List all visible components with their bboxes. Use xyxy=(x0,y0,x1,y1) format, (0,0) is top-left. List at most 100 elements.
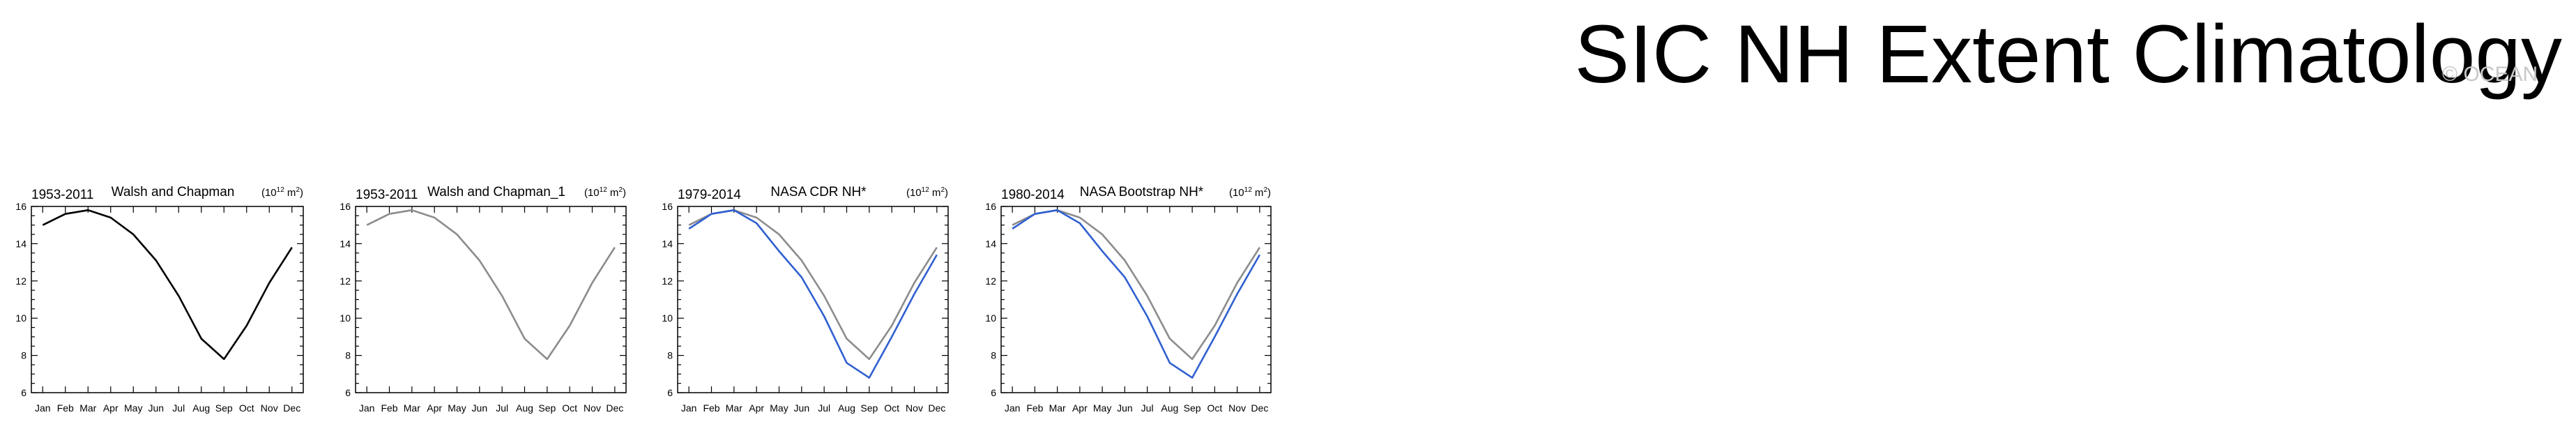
x-tick-label: Jun xyxy=(794,402,810,414)
x-tick-label: Aug xyxy=(838,402,855,414)
y-tick-label: 8 xyxy=(667,350,673,361)
x-tick-label: Aug xyxy=(1161,402,1178,414)
y-tick-label: 6 xyxy=(991,387,996,398)
y-tick-label: 6 xyxy=(345,387,351,398)
series-line-primary xyxy=(42,209,293,361)
y-tick-label: 10 xyxy=(662,312,673,324)
chart-panel-2: 6 8 10 12 14 16 Jan Feb Mar Apr May Jun Jul Aug Sep Oct… xyxy=(340,185,627,414)
x-tick-label: Apr xyxy=(749,402,764,414)
x-tick-label: May xyxy=(448,402,466,414)
x-tick-label: Mar xyxy=(726,402,742,414)
x-tick-label: Jan xyxy=(681,402,697,414)
units-tail: m xyxy=(929,187,941,199)
x-tick-label: Jan xyxy=(1005,402,1021,414)
x-tick-label: Oct xyxy=(1207,402,1222,414)
x-tick-label: Dec xyxy=(283,402,300,414)
y-tick-label: 10 xyxy=(985,312,996,324)
x-tick-label: May xyxy=(1093,402,1111,414)
y-tick-label: 12 xyxy=(340,275,351,287)
x-tick-label: Sep xyxy=(1184,402,1201,414)
x-tick-label: Jan xyxy=(359,402,375,414)
y-tick-label: 12 xyxy=(985,275,996,287)
x-tick-label: Sep xyxy=(215,402,233,414)
plot-frame xyxy=(31,206,304,393)
y-tick-label: 14 xyxy=(340,238,351,249)
series-line-reference xyxy=(366,209,616,361)
y-tick-label: 10 xyxy=(340,312,351,324)
units-tail: m xyxy=(607,187,619,199)
x-tick-label: Mar xyxy=(404,402,420,414)
panel-title: NASA Bootstrap NH* xyxy=(1080,185,1204,199)
y-tick-label: 14 xyxy=(985,238,996,249)
x-tick-label: Feb xyxy=(57,402,74,414)
series-line-reference xyxy=(1012,209,1260,361)
units-close: ) xyxy=(300,187,303,199)
y-tick-label: 8 xyxy=(991,350,996,361)
series-line-reference xyxy=(688,209,938,361)
x-tick-label: May xyxy=(770,402,788,414)
x-tick-label: Apr xyxy=(1072,402,1088,414)
y-tick-label: 12 xyxy=(15,275,26,287)
units-exp: 12 xyxy=(1244,186,1253,194)
x-tick-label: Mar xyxy=(79,402,96,414)
units-exp: 12 xyxy=(277,186,285,194)
y-tick-label: 16 xyxy=(15,201,26,212)
panel-units: (1012 m2) xyxy=(584,186,626,199)
x-tick-label: Oct xyxy=(562,402,577,414)
panel-units: (1012 m2) xyxy=(906,186,948,199)
y-tick-label: 14 xyxy=(662,238,673,249)
units-close: ) xyxy=(1267,187,1271,199)
x-tick-label: Apr xyxy=(427,402,442,414)
chart-panel-4: 6 8 10 12 14 16 Jan Feb Mar Apr May Jun Jul Aug Sep Oct… xyxy=(985,185,1272,414)
watermark: © OCEAN xyxy=(2442,63,2538,86)
x-tick-label: Jun xyxy=(148,402,164,414)
y-tick-label: 12 xyxy=(662,275,673,287)
units-sq: 2 xyxy=(618,186,623,194)
x-tick-label: Dec xyxy=(1251,402,1268,414)
page-title: SIC NH Extent Climatology xyxy=(1574,8,2562,100)
panel-period: 1953-2011 xyxy=(31,188,93,202)
x-tick-label: Jul xyxy=(496,402,508,414)
panel-title: Walsh and Chapman_1 xyxy=(427,185,565,199)
x-tick-label: Oct xyxy=(884,402,899,414)
x-tick-label: Nov xyxy=(261,402,278,414)
x-tick-label: Jun xyxy=(1117,402,1133,414)
y-tick-label: 6 xyxy=(667,387,673,398)
x-tick-label: Nov xyxy=(1228,402,1246,414)
x-tick-label: Feb xyxy=(703,402,719,414)
x-tick-label: Aug xyxy=(516,402,533,414)
x-tick-label: Jul xyxy=(818,402,830,414)
series-line-observed xyxy=(1012,209,1261,379)
x-tick-label: May xyxy=(124,402,142,414)
x-tick-label: Jul xyxy=(1141,402,1154,414)
y-tick-label: 14 xyxy=(15,238,26,249)
plot-frame xyxy=(355,206,627,393)
panel-units: (1012 m2) xyxy=(1229,186,1271,199)
x-tick-label: Jun xyxy=(472,402,488,414)
x-tick-label: Nov xyxy=(584,402,601,414)
units-base: (10 xyxy=(584,187,600,199)
panel-title: Walsh and Chapman xyxy=(112,185,235,199)
units-base: (10 xyxy=(1229,187,1244,199)
y-tick-label: 10 xyxy=(15,312,26,324)
units-tail: m xyxy=(284,187,296,199)
x-tick-label: Feb xyxy=(1026,402,1043,414)
x-tick-label: Mar xyxy=(1049,402,1066,414)
units-base: (10 xyxy=(261,187,277,199)
y-tick-label: 8 xyxy=(21,350,26,361)
units-tail: m xyxy=(1252,187,1264,199)
x-tick-label: Dec xyxy=(928,402,945,414)
x-tick-label: Sep xyxy=(538,402,556,414)
panel-period: 1953-2011 xyxy=(356,188,418,202)
units-exp: 12 xyxy=(922,186,930,194)
x-tick-label: Apr xyxy=(103,402,119,414)
x-tick-label: Oct xyxy=(239,402,254,414)
series-line-observed xyxy=(688,209,938,379)
y-tick-label: 6 xyxy=(21,387,26,398)
panel-title: NASA CDR NH* xyxy=(770,185,867,199)
x-tick-label: Aug xyxy=(192,402,210,414)
units-close: ) xyxy=(945,187,948,199)
x-tick-label: Feb xyxy=(381,402,397,414)
panel-period: 1980-2014 xyxy=(1001,188,1065,202)
y-tick-label: 16 xyxy=(985,201,996,212)
